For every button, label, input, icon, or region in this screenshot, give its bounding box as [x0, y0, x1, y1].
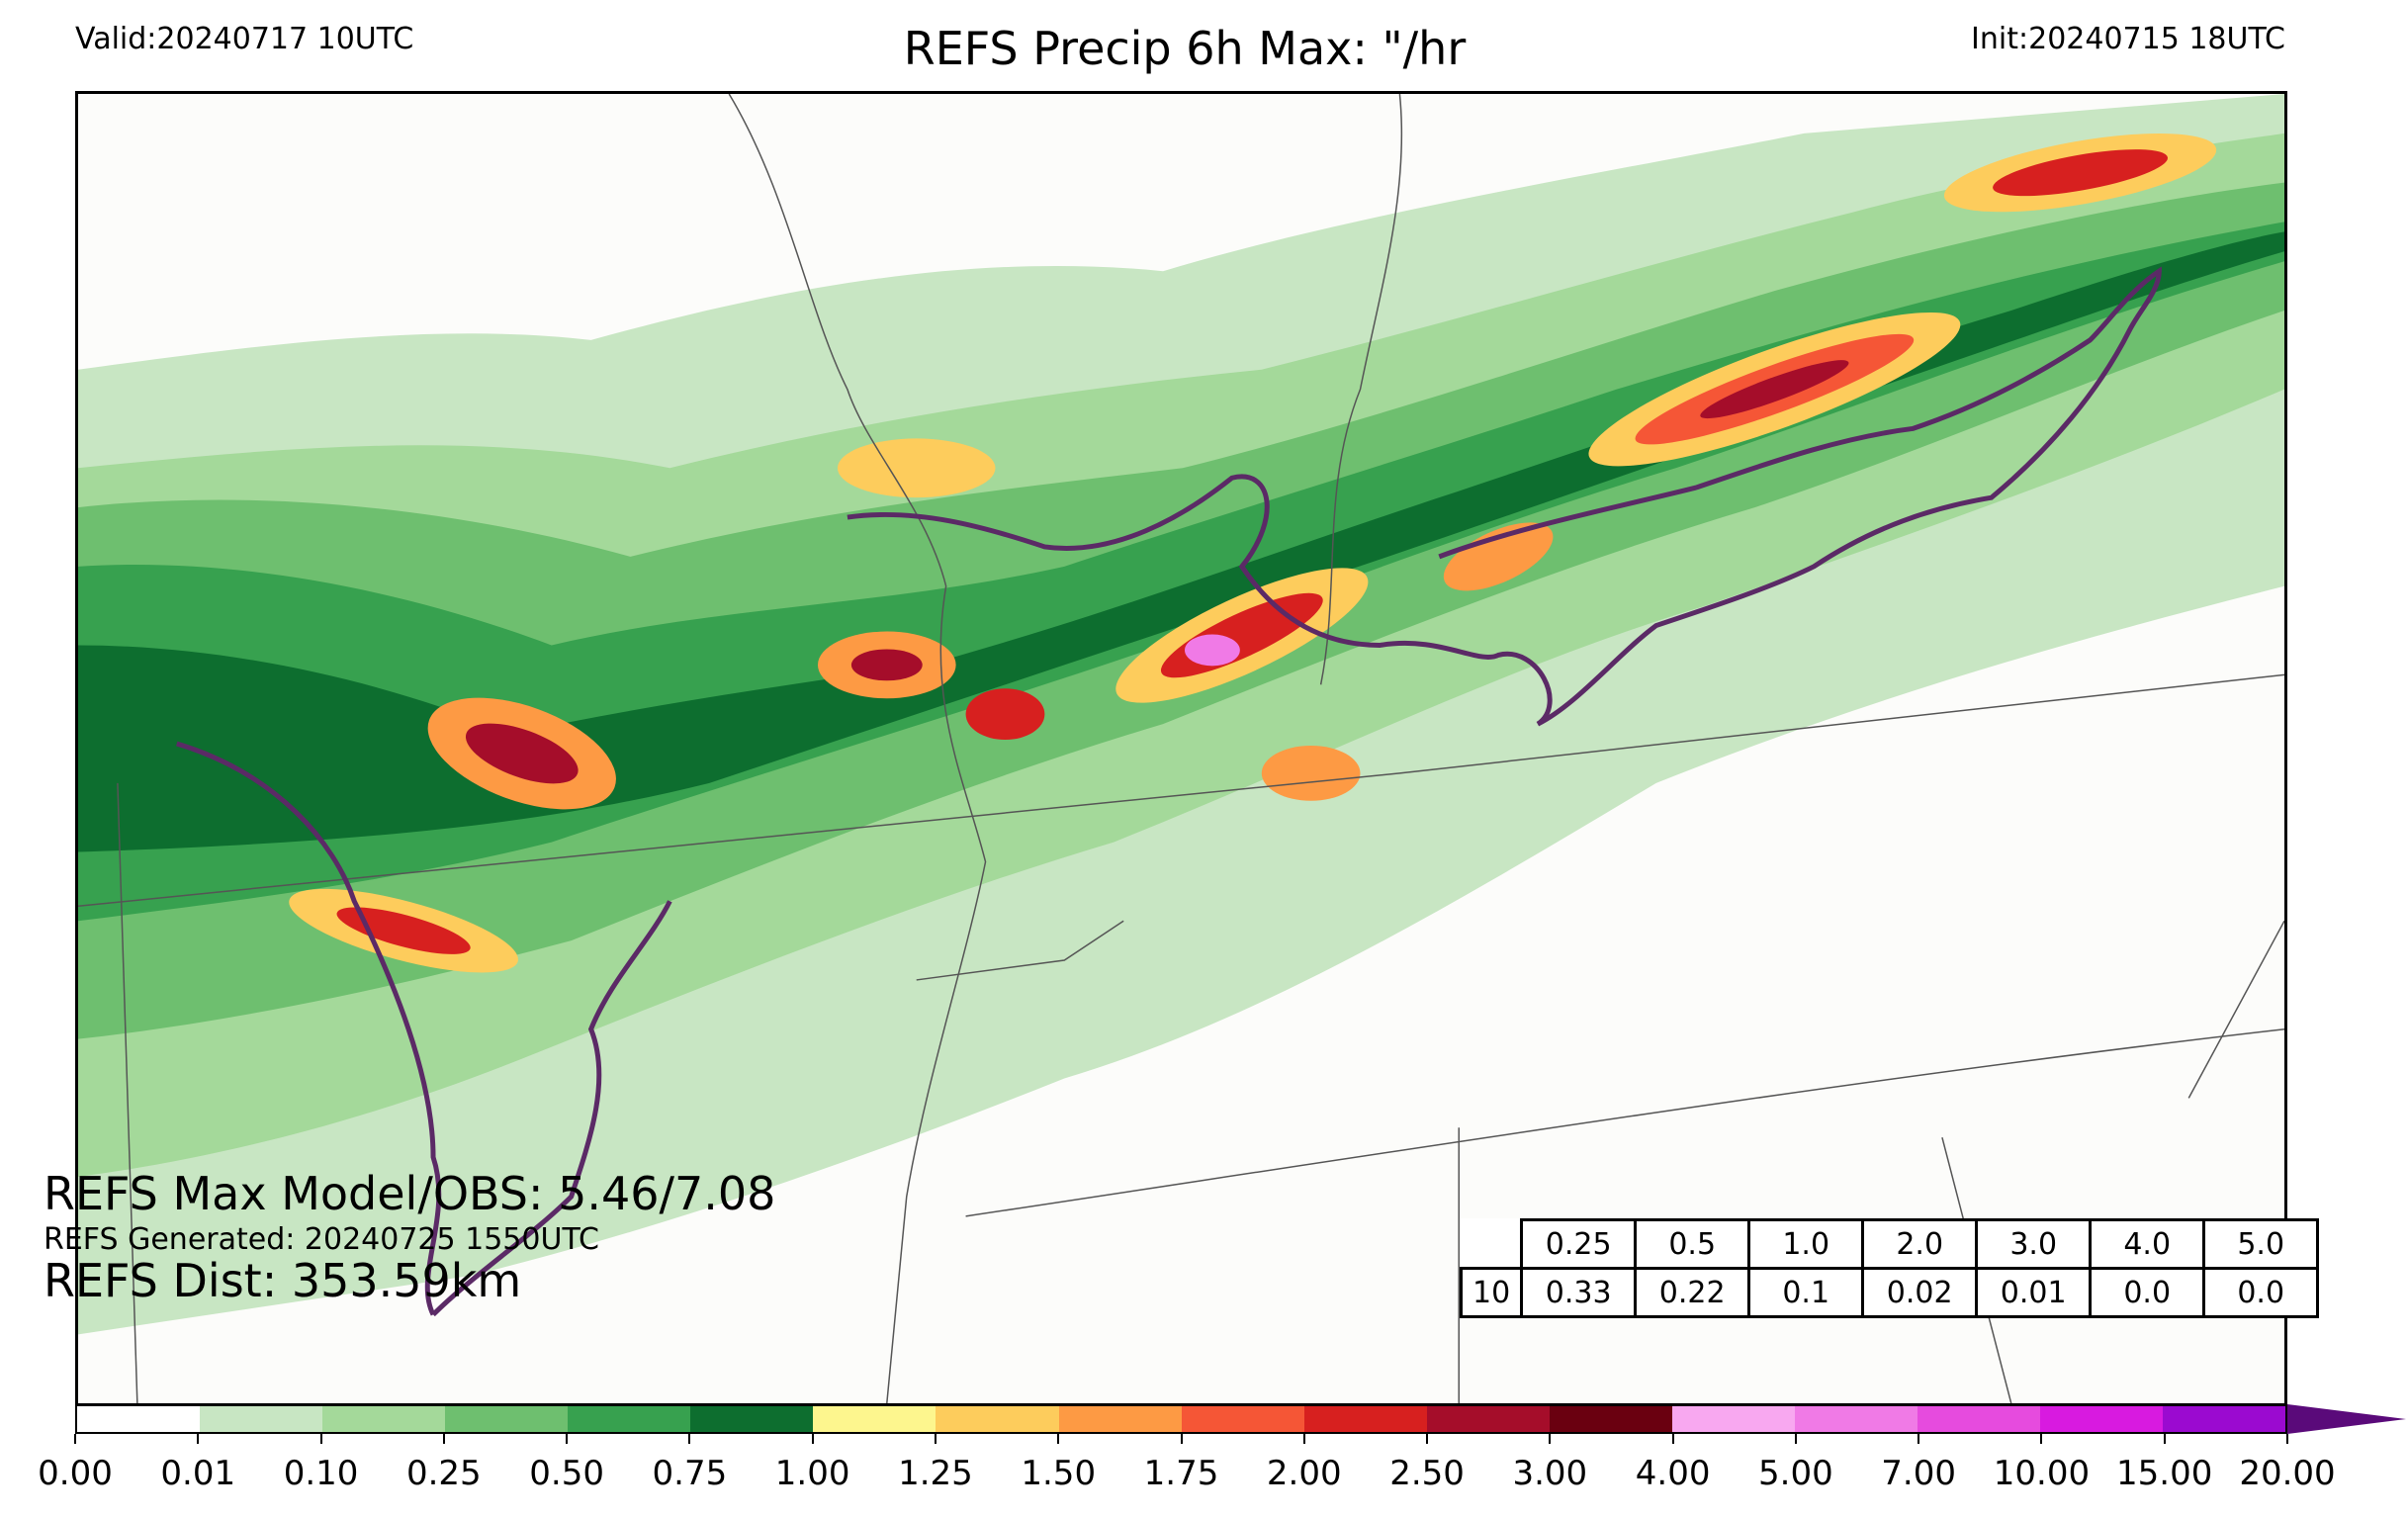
value-row: 10 0.33 0.22 0.1 0.02 0.01 0.0 0.0	[1459, 1267, 2320, 1318]
colorbar-segment	[1917, 1406, 2040, 1432]
colorbar-tick-label: 0.25	[405, 1454, 482, 1493]
colorbar-tick-mark	[566, 1434, 569, 1444]
map-title: REFS Precip 6h Max: "/hr	[903, 22, 1467, 75]
precip-core	[850, 649, 923, 681]
distance-label: REFS Dist: 353.59km	[44, 1254, 522, 1307]
colorbar-tick-label: 0.75	[652, 1454, 728, 1493]
precip-core	[1993, 149, 2169, 197]
colorbar-segment	[1181, 1406, 1304, 1432]
colorbar-tick-mark	[197, 1434, 200, 1444]
colorbar-tick-mark	[934, 1434, 936, 1444]
state-borders	[78, 94, 2284, 1403]
colorbar-tick-mark	[688, 1434, 691, 1444]
colorbar-tick-label: 5.00	[1758, 1454, 1833, 1493]
colorbar-segment	[690, 1406, 814, 1432]
threshold-cell: 4.0	[2089, 1218, 2206, 1270]
colorbar-segment	[1549, 1406, 1672, 1432]
value-cell: 0.33	[1520, 1267, 1638, 1318]
colorbar-tick-mark	[1549, 1434, 1552, 1444]
max-model-obs: REFS Max Model/OBS: 5.46/7.08	[44, 1167, 776, 1220]
precip-core	[965, 688, 1045, 741]
colorbar-tick-mark	[2286, 1434, 2288, 1444]
precip-core	[1184, 634, 1240, 667]
colorbar-tick-mark	[1057, 1434, 1060, 1444]
precip-core	[1261, 746, 1361, 801]
colorbar-tick-label: 2.50	[1389, 1454, 1465, 1493]
colorbar-segment	[322, 1406, 446, 1432]
colorbar-tick-label: 1.75	[1143, 1454, 1219, 1493]
colorbar-tick-label: 3.00	[1512, 1454, 1588, 1493]
colorbar-tick-mark	[2163, 1434, 2166, 1444]
colorbar-segment	[2163, 1406, 2286, 1432]
threshold-cell: 5.0	[2202, 1218, 2320, 1270]
value-cell: 0.02	[1861, 1267, 1979, 1318]
valid-time-label: Valid:20240717 10UTC	[75, 22, 414, 56]
value-cell: 0.1	[1747, 1267, 1865, 1318]
colorbar-tick-mark	[1671, 1434, 1674, 1444]
colorbar-tick-label: 4.00	[1635, 1454, 1711, 1493]
colorbar-tick-mark	[442, 1434, 445, 1444]
colorbar-segment	[445, 1406, 569, 1432]
colorbar-tick-mark	[319, 1434, 322, 1444]
colorbar-segment	[1303, 1406, 1427, 1432]
colorbar-tick-mark	[811, 1434, 814, 1444]
colorbar-tick-label: 1.50	[1021, 1454, 1097, 1493]
value-cell: 0.0	[2202, 1267, 2320, 1318]
colorbar-segment	[200, 1406, 323, 1432]
precip-core	[336, 907, 471, 954]
probability-table: 0.25 0.5 1.0 2.0 3.0 4.0 5.0 10 0.33 0.2…	[1459, 1218, 2320, 1318]
colorbar-tick-label: 0.01	[160, 1454, 236, 1493]
colorbar-tick-label: 0.50	[529, 1454, 604, 1493]
colorbar-segment	[1058, 1406, 1182, 1432]
colorbar-segment	[2040, 1406, 2164, 1432]
colorbar-tick-label: 2.00	[1266, 1454, 1342, 1493]
colorbar-tick-mark	[1794, 1434, 1797, 1444]
value-cell: 0.01	[1975, 1267, 2093, 1318]
value-cell: 0.0	[2089, 1267, 2206, 1318]
colorbar-tick-mark	[1180, 1434, 1183, 1444]
colorbar-tick-mark	[2040, 1434, 2043, 1444]
precip-contour-darkest	[78, 231, 2284, 852]
colorbar-tick-label: 20.00	[2239, 1454, 2336, 1493]
colorbar-tick-label: 10.00	[1993, 1454, 2091, 1493]
threshold-cell: 1.0	[1747, 1218, 1865, 1270]
colorbar-segment	[1794, 1406, 1917, 1432]
colorbar-tick-mark	[1426, 1434, 1429, 1444]
colorbar-extend-arrow	[2287, 1404, 2406, 1434]
generated-time: REFS Generated: 20240725 1550UTC	[44, 1222, 599, 1257]
colorbar-tick-mark	[1302, 1434, 1305, 1444]
colorbar-segment	[77, 1406, 201, 1432]
colorbar-tick-label: 0.00	[38, 1454, 113, 1493]
colorbar-tick-label: 0.10	[283, 1454, 359, 1493]
threshold-cell: 0.25	[1520, 1218, 1638, 1270]
precip-core	[1443, 522, 1554, 591]
precip-core	[465, 723, 579, 784]
threshold-row: 0.25 0.5 1.0 2.0 3.0 4.0 5.0	[1462, 1218, 2320, 1270]
colorbar-segment	[813, 1406, 936, 1432]
colorbar-tick-mark	[1917, 1434, 1920, 1444]
obs-contour	[176, 266, 2162, 1317]
colorbar-tick-label: 15.00	[2116, 1454, 2213, 1493]
precip-core	[837, 438, 996, 498]
colorbar-tick-mark	[74, 1434, 76, 1444]
value-cell: 0.22	[1634, 1267, 1751, 1318]
colorbar-segment	[1671, 1406, 1795, 1432]
threshold-cell: 0.5	[1634, 1218, 1751, 1270]
colorbar	[75, 1404, 2287, 1434]
colorbar-tick-label: 1.25	[898, 1454, 973, 1493]
init-time-label: Init:20240715 18UTC	[1971, 22, 2285, 56]
precip-map[interactable]	[75, 91, 2287, 1406]
colorbar-segment	[568, 1406, 691, 1432]
colorbar-segment	[936, 1406, 1059, 1432]
row-label-cell: 10	[1459, 1267, 1524, 1318]
threshold-cell: 2.0	[1861, 1218, 1979, 1270]
colorbar-tick-label: 7.00	[1881, 1454, 1957, 1493]
colorbar-tick-label: 1.00	[774, 1454, 850, 1493]
threshold-cell: 3.0	[1975, 1218, 2093, 1270]
precip-field	[78, 94, 2284, 1403]
colorbar-segment	[1426, 1406, 1550, 1432]
precip-core	[1700, 360, 1849, 419]
